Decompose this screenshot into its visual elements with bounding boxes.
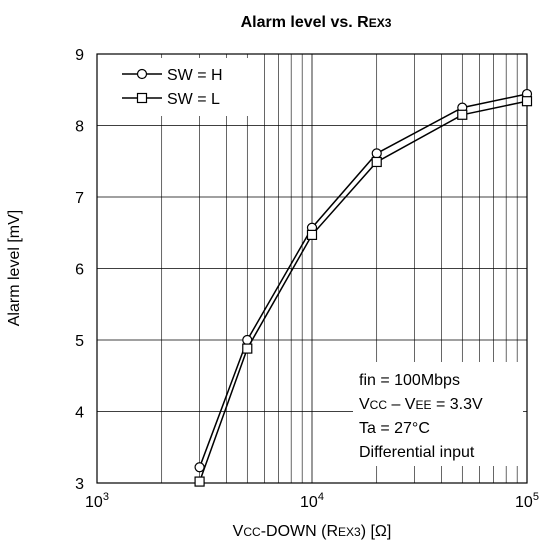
series-line-sw-l bbox=[198, 100, 528, 482]
y-tick-label: 9 bbox=[75, 47, 84, 64]
chart-title-sub: EX3 bbox=[369, 16, 392, 30]
chart-title-main: Alarm level vs. R bbox=[241, 14, 370, 31]
data-point-sw-l bbox=[457, 109, 468, 120]
annotation-line-2-c: – V bbox=[387, 396, 416, 413]
x-axis-label: VCC-DOWN (REX3) [Ω] bbox=[233, 523, 392, 540]
x-tick-base: 10 bbox=[85, 494, 103, 511]
x-axis-label-c: -DOWN (R bbox=[261, 523, 338, 540]
y-tick-label: 8 bbox=[75, 119, 84, 136]
x-axis-label-e: ) [Ω] bbox=[361, 523, 392, 540]
data-point-sw-l bbox=[521, 96, 533, 107]
x-axis-label-b: CC bbox=[243, 525, 261, 539]
legend-marker-circle bbox=[136, 68, 148, 80]
y-tick-label: 6 bbox=[75, 262, 84, 279]
legend-background bbox=[101, 58, 251, 116]
x-tick-label: 104 bbox=[300, 491, 324, 511]
x-tick-label: 105 bbox=[515, 491, 539, 511]
annotation-line-2-d: EE bbox=[415, 398, 431, 412]
data-point-sw-h bbox=[194, 462, 205, 473]
annotation-line-2-a: V bbox=[359, 396, 370, 413]
y-tick-label: 3 bbox=[75, 476, 84, 493]
legend-marker-square bbox=[136, 92, 148, 104]
x-tick-base: 10 bbox=[515, 494, 533, 511]
x-tick-exponent: 3 bbox=[103, 491, 109, 503]
legend-label-sw-h: SW = H bbox=[167, 67, 223, 84]
y-tick-label: 5 bbox=[75, 333, 84, 350]
x-tick-exponent: 4 bbox=[318, 491, 324, 503]
data-point-sw-l bbox=[371, 156, 382, 168]
annotation-line-2-e: = 3.3V bbox=[432, 396, 483, 413]
data-point-sw-h bbox=[371, 148, 382, 159]
y-tick-labels: 3 4 5 6 7 8 9 bbox=[75, 47, 84, 493]
y-tick-label: 4 bbox=[75, 405, 84, 422]
series-line-sw-h bbox=[198, 93, 528, 468]
legend-label-sw-l: SW = L bbox=[167, 91, 220, 108]
plot-frame bbox=[96, 53, 528, 484]
data-point-sw-l bbox=[306, 229, 318, 240]
x-tick-label: 103 bbox=[85, 491, 109, 511]
x-axis-label-d: EX3 bbox=[338, 525, 361, 539]
x-axis-label-a: V bbox=[233, 523, 244, 540]
y-axis-label: Alarm level [mV] bbox=[6, 210, 23, 326]
x-tick-labels: 103 104 105 bbox=[85, 491, 539, 511]
series-layer bbox=[194, 88, 533, 487]
annotation-line-3: Ta = 27°C bbox=[359, 420, 430, 437]
annotation-line-2-b: CC bbox=[370, 398, 388, 412]
x-tick-base: 10 bbox=[300, 494, 318, 511]
y-tick-label: 7 bbox=[75, 190, 84, 207]
annotation-line-2: VCC – VEE = 3.3V bbox=[359, 396, 483, 413]
annotation-line-1: fin = 100Mbps bbox=[359, 372, 460, 389]
data-point-sw-l bbox=[242, 343, 253, 354]
chart-title: Alarm level vs. REX3 bbox=[241, 14, 392, 31]
legend: SW = H SW = L bbox=[101, 58, 251, 116]
annotation-line-4: Differential input bbox=[359, 444, 475, 461]
annotation-background bbox=[353, 362, 523, 466]
x-tick-exponent: 5 bbox=[533, 491, 539, 503]
conditions-annotation: fin = 100Mbps VCC – VEE = 3.3V Ta = 27°C… bbox=[353, 362, 523, 466]
data-point-sw-l bbox=[194, 476, 205, 487]
